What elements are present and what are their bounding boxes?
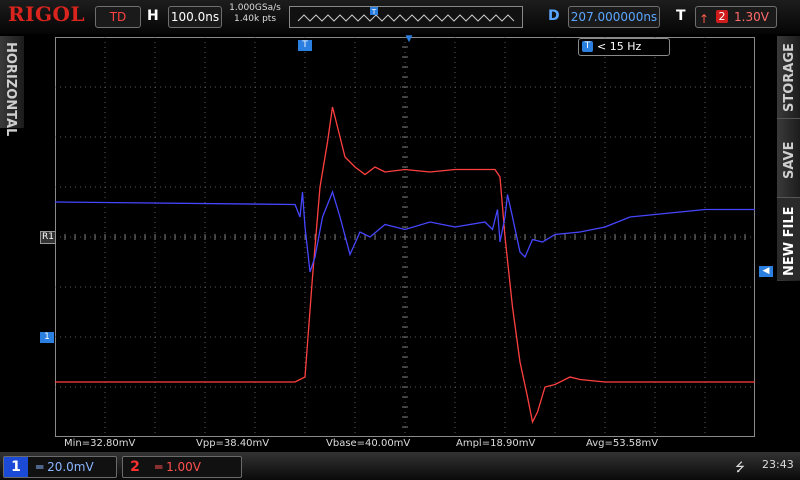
delay-value[interactable]: 207.000000ns: [568, 6, 660, 28]
horizontal-menu-tab[interactable]: HORIZONTAL: [0, 36, 24, 136]
storage-menu-item[interactable]: STORAGE: [777, 36, 800, 119]
channel2-scale-value: 1.00V: [166, 460, 201, 474]
channel2-scale: ═ 1.00V: [155, 460, 201, 474]
waveform-display: [54, 36, 756, 438]
storage-menu-panel: STORAGE SAVE NEW FILE: [777, 36, 800, 281]
channel1-scale: ═ 20.0mV: [36, 460, 94, 474]
trigger-settings[interactable]: ↑ 2 1.30V: [695, 6, 777, 28]
trace-channel-1: [54, 190, 755, 273]
trigger-position-marker[interactable]: T: [298, 40, 312, 51]
clock: 23:43: [762, 458, 794, 471]
measurement-vpp: Vpp=38.40mV: [196, 438, 270, 449]
dc-coupling-icon: ═: [36, 460, 44, 474]
trigger-level: 1.30V: [734, 10, 769, 24]
waveform-grid: [54, 36, 756, 438]
timebase-value[interactable]: 100.0ns: [168, 6, 222, 28]
measurement-ampl: Ampl=18.90mV: [456, 438, 536, 449]
memory-depth: 1.40k pts: [233, 14, 277, 24]
new-file-menu-item[interactable]: NEW FILE: [777, 198, 800, 280]
acquisition-info: 1.000GSa/s 1.40k pts: [226, 3, 284, 25]
measurement-vbase: Vbase=40.00mV: [326, 438, 411, 449]
usb-icon: ⭍: [735, 460, 745, 474]
memory-waveform-overview: T: [289, 6, 523, 28]
frequency-counter: T < 15 Hz: [578, 38, 670, 56]
trigger-source-badge: 2: [716, 10, 728, 23]
trace-channel-2: [55, 106, 755, 424]
measurement-min: Min=32.80mV: [64, 438, 136, 449]
channel2-badge: 2: [130, 459, 140, 475]
save-menu-item[interactable]: SAVE: [777, 119, 800, 198]
storage-menu-label: STORAGE: [782, 43, 797, 112]
measurement-avg: Avg=53.58mV: [586, 438, 659, 449]
dc-coupling-icon: ═: [155, 460, 163, 474]
frequency-value: < 15 Hz: [597, 40, 642, 53]
trigger-level-marker-icon[interactable]: ◀: [759, 266, 773, 277]
memory-overview-icon: T: [297, 7, 515, 22]
bottom-status-bar: 1 ═ 20.0mV 2 ═ 1.00V ⭍ 23:43: [0, 452, 800, 480]
new-file-menu-label: NEW FILE: [782, 206, 797, 276]
top-status-bar: RIGOL TD H 100.0ns 1.000GSa/s 1.40k pts …: [0, 0, 800, 34]
horizontal-label: H: [147, 8, 159, 24]
trigger-status-badge: TD: [95, 6, 141, 28]
channel1-badge: 1: [4, 457, 28, 477]
rising-edge-icon: ↑: [699, 12, 710, 26]
channel1-offset-marker[interactable]: 1: [40, 332, 54, 343]
channel2-settings[interactable]: 2 ═ 1.00V: [122, 456, 242, 478]
channel1-scale-value: 20.0mV: [47, 460, 94, 474]
center-marker-icon: ▼: [405, 34, 413, 44]
trigger-label: T: [676, 8, 686, 24]
horizontal-menu-label: HORIZONTAL: [3, 42, 18, 137]
brand-logo: RIGOL: [8, 2, 86, 26]
reference-marker[interactable]: R1: [40, 231, 56, 244]
frequency-trigger-icon: T: [582, 41, 593, 52]
save-menu-label: SAVE: [782, 141, 797, 179]
sample-rate: 1.000GSa/s: [229, 3, 281, 13]
delay-label: D: [548, 8, 560, 24]
svg-text:T: T: [371, 8, 377, 16]
channel1-settings[interactable]: 1 ═ 20.0mV: [3, 456, 117, 478]
